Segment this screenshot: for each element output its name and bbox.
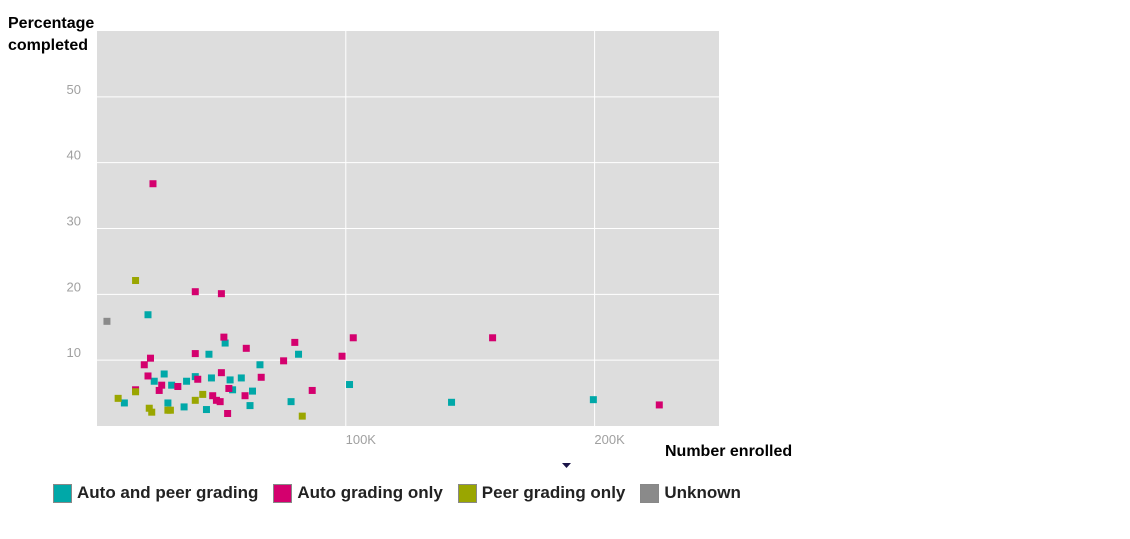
legend-item-peer-grading-only[interactable]: Peer grading only [457,483,626,503]
data-point[interactable] [308,386,316,394]
data-point[interactable] [217,369,225,377]
data-point[interactable] [221,339,229,347]
y-tick-label-20: 20 [67,279,81,294]
grid-lines [97,31,719,426]
data-point[interactable] [191,288,199,296]
data-point[interactable] [120,399,128,407]
data-points [103,180,663,420]
data-point[interactable] [287,398,295,406]
data-point[interactable] [241,392,249,400]
scatter-chart: 10 20 30 40 50 100K 200K Percentage completed… [8,15,792,468]
data-point[interactable] [103,317,111,325]
data-point[interactable] [280,357,288,365]
dropdown-arrow-icon[interactable] [562,463,571,468]
x-axis-title: Number enrolled [665,443,792,460]
y-axis-title-line2: completed [8,37,88,54]
x-tick-label-100K: 100K [346,432,377,447]
data-point[interactable] [246,402,254,410]
data-point[interactable] [224,409,232,417]
data-point[interactable] [148,408,156,416]
data-point[interactable] [114,394,122,402]
data-point[interactable] [338,352,346,360]
data-point[interactable] [150,377,158,385]
data-point[interactable] [225,384,233,392]
data-point[interactable] [346,381,354,389]
data-point[interactable] [145,404,153,412]
data-point[interactable] [199,390,207,398]
data-point[interactable] [144,311,152,319]
data-point[interactable] [207,374,215,382]
legend-label-peer-grading-only: Peer grading only [481,483,626,502]
x-tick-label-200K: 200K [594,432,625,447]
y-tick-labels: 10 20 30 40 50 [67,82,81,360]
data-point[interactable] [183,377,191,385]
legend-swatch-unknown [640,483,660,503]
data-point[interactable] [205,350,213,358]
data-point[interactable] [242,344,250,352]
legend-swatch-auto-and-peer-grading [53,483,72,503]
legend-swatch-peer-grading-only [457,483,477,503]
data-point[interactable] [489,334,497,342]
legend-swatch-auto-grading-only [273,483,293,503]
data-point[interactable] [220,333,228,341]
data-point[interactable] [158,381,166,389]
data-point[interactable] [217,290,225,298]
data-point[interactable] [655,401,663,409]
y-tick-label-40: 40 [67,148,81,163]
y-tick-label-50: 50 [67,82,81,97]
data-point[interactable] [448,398,456,406]
data-point[interactable] [132,277,140,285]
data-point[interactable] [226,376,234,384]
data-point[interactable] [256,361,264,369]
data-point[interactable] [144,372,152,380]
data-point[interactable] [191,396,199,404]
data-point[interactable] [194,375,202,383]
data-point[interactable] [140,361,148,369]
legend-label-unknown: Unknown [664,483,741,502]
data-point[interactable] [191,350,199,358]
data-point[interactable] [589,396,597,404]
data-point[interactable] [166,406,174,414]
data-point[interactable] [202,406,210,414]
data-point[interactable] [291,338,299,346]
data-point[interactable] [257,373,265,381]
legend-label-auto-and-peer-grading: Auto and peer grading [77,483,259,502]
data-point[interactable] [180,403,188,411]
x-tick-labels: 100K 200K [346,432,625,447]
data-point[interactable] [295,350,303,358]
data-point[interactable] [164,399,172,407]
data-point[interactable] [237,374,245,382]
legend-item-auto-grading-only[interactable]: Auto grading only [273,483,443,503]
series-peer-grading-only [114,277,306,420]
series-unknown [103,317,111,325]
data-point[interactable] [216,398,224,406]
data-point[interactable] [160,370,168,378]
data-point[interactable] [155,386,163,394]
data-point[interactable] [149,180,157,188]
legend-item-auto-and-peer-grading[interactable]: Auto and peer grading [53,483,258,503]
data-point[interactable] [168,381,176,389]
data-point[interactable] [174,383,182,390]
data-point[interactable] [349,334,357,342]
data-point[interactable] [212,396,220,404]
legend: Auto and peer grading Auto grading only … [53,483,756,503]
data-point[interactable] [132,388,140,396]
y-tick-label-30: 30 [67,214,81,229]
legend-label-auto-grading-only: Auto grading only [297,483,443,502]
data-point[interactable] [298,412,306,420]
data-point[interactable] [249,387,256,395]
legend-item-unknown[interactable]: Unknown [640,483,741,503]
data-point[interactable] [146,354,154,362]
data-point[interactable] [209,392,217,400]
y-axis-title-line1: Percentage [8,15,94,32]
y-tick-label-10: 10 [67,345,81,360]
data-point[interactable] [229,386,237,394]
